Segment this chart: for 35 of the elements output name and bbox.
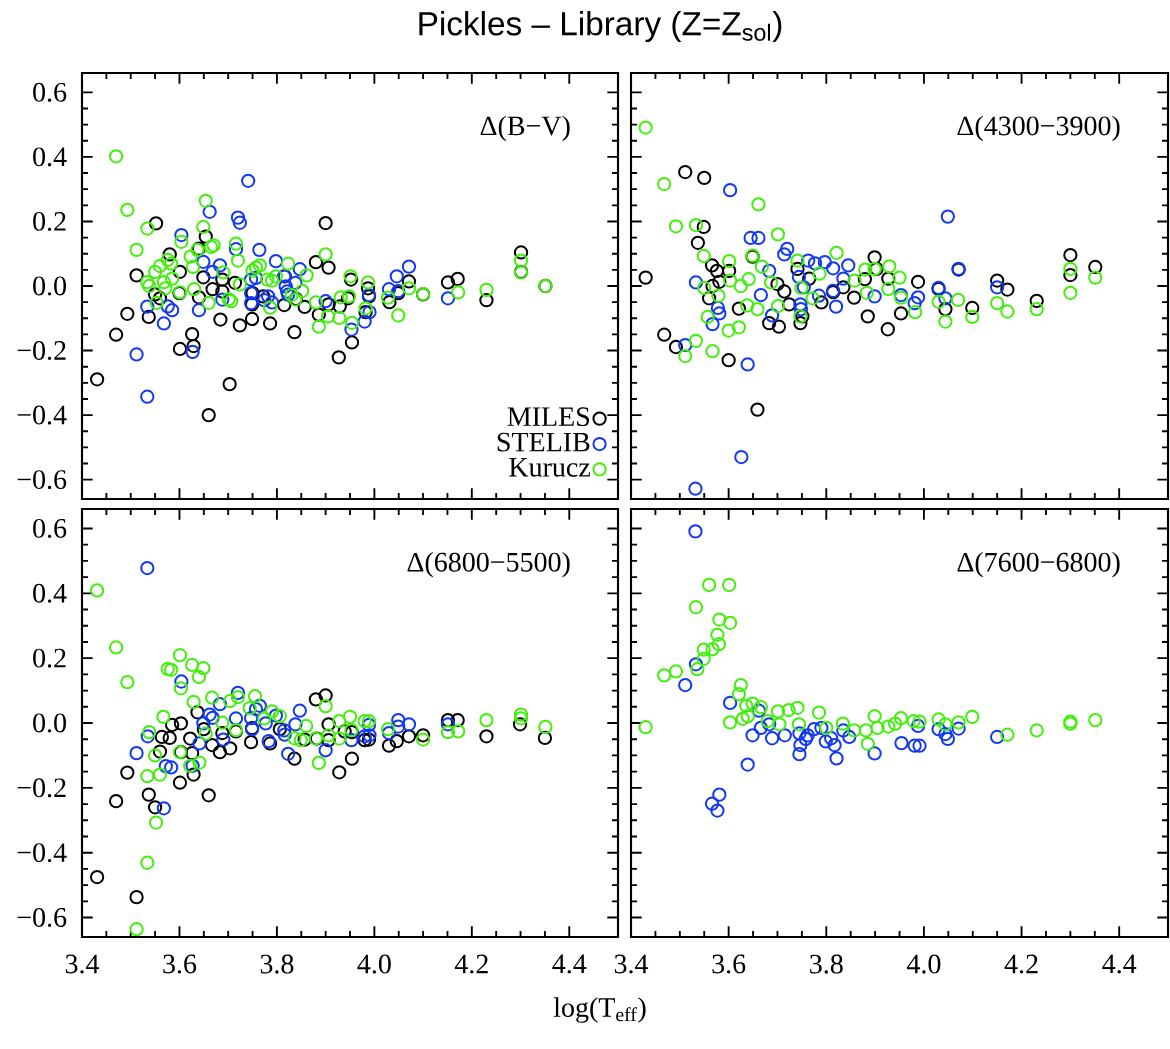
x-tick-label: 4.4: [552, 954, 587, 974]
x-tick-label: 3.6: [712, 954, 746, 974]
x-tick-label: 4.0: [906, 954, 941, 974]
legend-label: STELIB: [497, 432, 590, 452]
x-tick-label: 3.6: [163, 954, 197, 974]
y-tick-label: −0.2: [17, 778, 66, 798]
y-tick-label: −0.4: [17, 843, 67, 863]
annotation: Δ(B−V): [480, 115, 570, 142]
y-tick-label: 0.2: [33, 211, 66, 231]
y-tick-label: 0.6: [33, 82, 67, 102]
y-tick-label: 0.0: [33, 713, 67, 733]
annotation: Δ(6800−5500): [407, 551, 570, 578]
x-tick-label: 3.8: [260, 954, 294, 974]
x-tick-label: 3.4: [614, 954, 649, 974]
legend-label: MILES: [507, 407, 590, 427]
x-tick-label: 4.2: [454, 954, 488, 974]
x-tick-label: 3.8: [810, 954, 843, 974]
y-tick-label: 0.6: [33, 518, 67, 538]
y-tick-label: −0.6: [17, 908, 67, 928]
y-tick-label: 0.0: [33, 276, 67, 296]
x-tick-label: 3.4: [65, 954, 100, 974]
x-tick-label: 4.4: [1102, 954, 1137, 974]
x-tick-label: 4.0: [357, 954, 391, 974]
chart-title: Pickles – Library (Z=Z$_{sol}$): [419, 11, 782, 43]
annotation: Δ(4300−3900): [957, 115, 1120, 142]
y-tick-label: 0.4: [33, 583, 67, 603]
y-tick-label: 0.4: [33, 147, 67, 167]
legend-label: Kurucz: [509, 458, 590, 477]
y-tick-label: −0.2: [17, 341, 66, 361]
y-tick-label: −0.6: [17, 470, 67, 490]
x-tick-label: 4.2: [1004, 954, 1038, 974]
y-tick-label: −0.4: [17, 405, 67, 425]
annotation: Δ(7600−6800): [957, 551, 1120, 578]
x-axis-title: log(T$_{eff}$): [553, 997, 646, 1023]
y-tick-label: 0.2: [33, 648, 66, 668]
